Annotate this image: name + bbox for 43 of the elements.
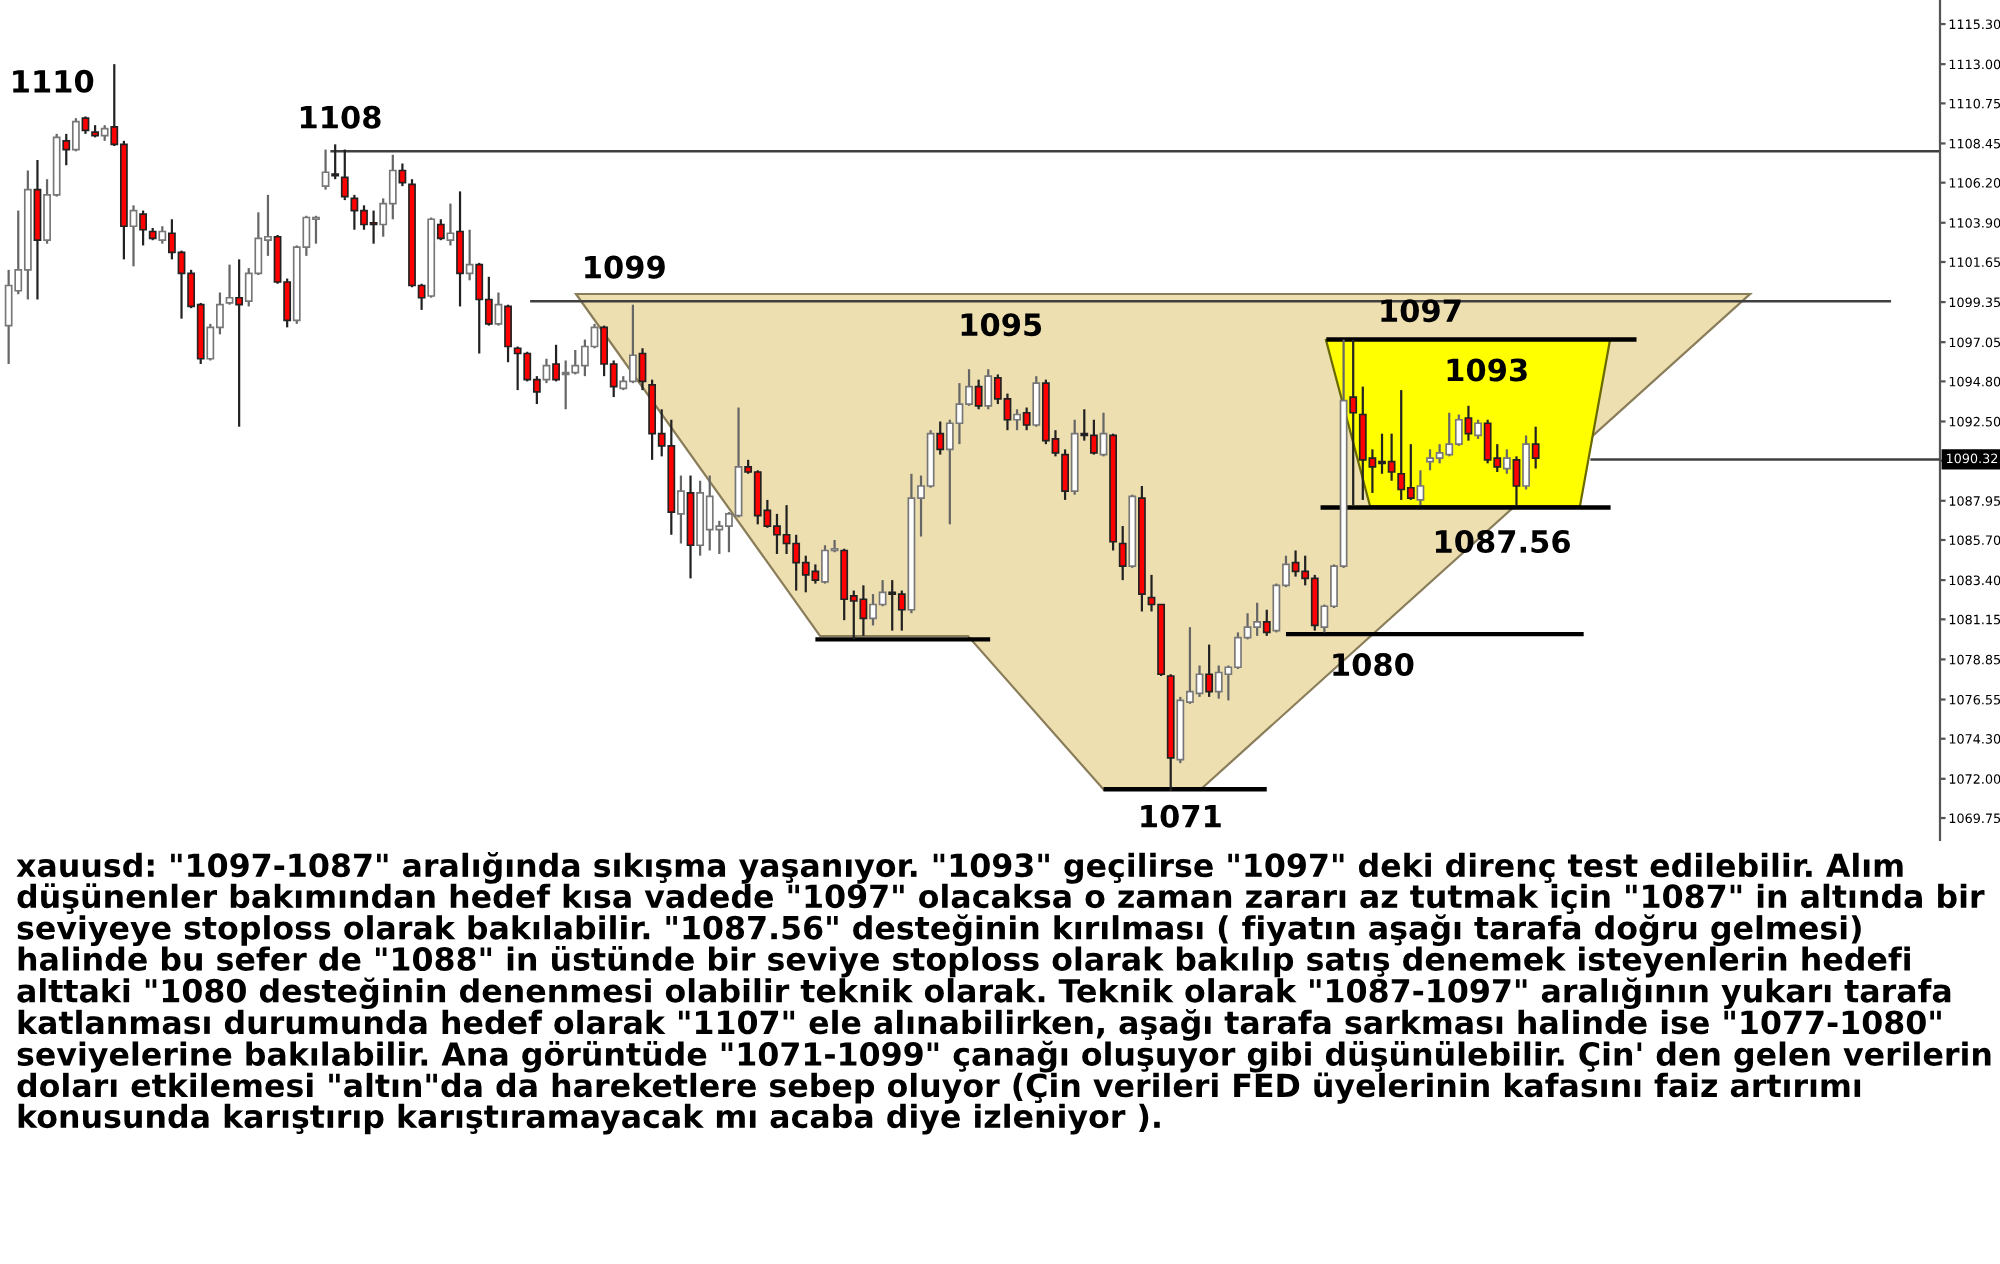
candlestick [1416, 469, 1425, 507]
text: xauusd: "1097-1087" aralığında sıkışma yaşanıyor. "1093" geçilirse "1097" deki direnç test edilebilir. Alım düşünenler bakımından hedef kısa vadede "1097" olacaksa o zaman zararı az tutmak için "1087" in altında bir seviyeye stoploss olarak bakılabilir. "1087.56" desteğinin kırılması ( fiyatın aşağı tarafa doğru gelmesi) halinde bu sefer de "1088" in üstünde bir seviye stoploss olarak bakılıp satış denemek isteyenlerin hedefi alttaki "1080 desteğinin denenmesi olabilir teknik olarak. Teknik olarak "1087-1097" aralığının yukarı tarafa katlanması durumunda hedef olarak "1107" ele alınabilirken, aşağı tarafa sarkması halinde ise "1077-1080" seviyelerine bakılabilir. Ana görüntüde "1071-1099" çanağı oluşuyor gibi düşünülebilir. Çin' den gelen verilerin doları etkilemesi "altın"da da hareketlere sebep oluyor (Çin verileri FED üyelerinin kafasını faiz artırımı konusunda karıştırıp karıştıramayacak mı acaba diye izleniyor ). [16, 852, 1991, 1135]
candlestick [1531, 425, 1540, 470]
candlestick [340, 148, 349, 202]
candlestick [1118, 524, 1127, 582]
candlestick [398, 162, 407, 188]
candlestick [465, 228, 474, 282]
candlestick [936, 420, 945, 456]
candlestick [1349, 338, 1358, 507]
candlestick [71, 117, 80, 153]
candlestick [139, 209, 148, 247]
candlestick [1262, 608, 1271, 637]
candlestick [984, 368, 993, 411]
annotation: 1110 [13, 69, 94, 93]
candlestick [1512, 455, 1521, 507]
candlestick [446, 202, 455, 247]
candlestick [456, 190, 464, 308]
annotation: 1095 [961, 313, 1042, 337]
candlestick [1022, 406, 1031, 432]
candlestick [331, 143, 340, 181]
candlestick [1474, 418, 1482, 441]
candlestick [436, 218, 445, 242]
candlestick [1013, 408, 1021, 432]
candlestick [62, 132, 71, 167]
candlestick [552, 343, 560, 383]
ref-line-label: 1097 [1381, 299, 1461, 323]
ref-line-label: 1071 [1141, 804, 1221, 828]
candlestick [504, 303, 512, 364]
candlestick [1205, 643, 1214, 698]
candlestick [1522, 434, 1530, 491]
candlestick [974, 378, 983, 411]
candlestick [225, 263, 234, 306]
candlestick [1032, 375, 1041, 428]
candlestick [1061, 448, 1069, 502]
annotation: 1093 [1447, 358, 1527, 382]
candlestick [677, 474, 685, 545]
candlestick [1464, 404, 1473, 442]
candlestick [1502, 448, 1511, 475]
ref-line-label: 1099 [585, 255, 665, 279]
candlestick [494, 291, 503, 327]
ref-line-label: 1108 [300, 105, 381, 129]
candlestick [235, 258, 244, 428]
candlestick [321, 148, 330, 191]
